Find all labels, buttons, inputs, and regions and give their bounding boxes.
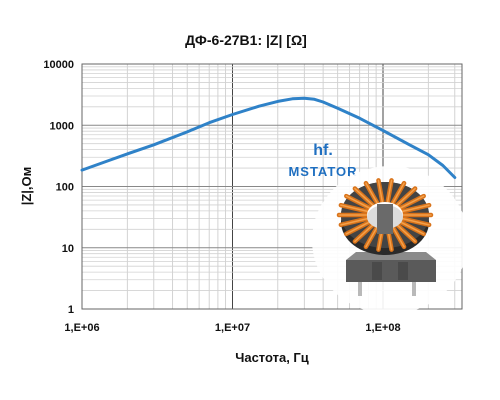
- copper-turn-highlight: [399, 204, 430, 213]
- copper-turn-highlight: [394, 222, 416, 243]
- copper-turn-highlight: [397, 220, 425, 235]
- copper-turn-highlight: [377, 179, 384, 205]
- copper-turn-highlight: [365, 182, 380, 206]
- x-tick-label: 1,E+06: [64, 322, 99, 334]
- x-tick-label: 1,E+07: [215, 322, 250, 334]
- y-tick-label: 1: [68, 304, 74, 316]
- copper-turn-highlight: [397, 195, 425, 210]
- copper-turn-highlight: [386, 179, 393, 205]
- copper-turn-highlight: [365, 224, 380, 248]
- copper-turn-highlight: [354, 222, 376, 243]
- brand-logo-name: MSTATOR: [288, 164, 357, 179]
- plot-frame: [81, 63, 463, 310]
- y-tick-labels: 1 10 100 1000 10000: [43, 59, 74, 316]
- x-tick-labels: 1,E+06 1,E+07 1,E+08: [64, 322, 400, 334]
- copper-turn-highlight: [345, 195, 373, 210]
- y-tick-label: 10: [62, 243, 74, 255]
- y-axis-label: |Z|,Ом: [19, 167, 34, 206]
- copper-windings: [336, 178, 434, 252]
- copper-turn-highlight: [340, 204, 371, 213]
- copper-turn-highlight: [340, 217, 371, 226]
- copper-turn-highlight: [354, 187, 376, 208]
- x-tick-label: 1,E+08: [365, 322, 400, 334]
- brand-logo: hf. MSTATOR: [288, 142, 357, 179]
- y-tick-label: 100: [56, 182, 74, 194]
- series-line-0: [80, 96, 457, 179]
- y-tick-label: 10000: [43, 59, 74, 71]
- x-axis-label: Частота, Гц: [235, 350, 309, 365]
- copper-turn-highlight: [345, 220, 373, 235]
- chart-title: ДФ-6-27В1: |Z| [Ω]: [185, 32, 307, 48]
- brand-logo-mark: hf.: [313, 142, 333, 159]
- copper-turn-highlight: [394, 187, 416, 208]
- y-tick-label: 1000: [50, 120, 74, 132]
- copper-turn-highlight: [390, 182, 405, 206]
- toroidal-choke-image: [312, 166, 468, 314]
- series-layer: [80, 96, 457, 179]
- copper-turn-highlight: [399, 217, 430, 226]
- copper-turn-highlight: [390, 224, 405, 248]
